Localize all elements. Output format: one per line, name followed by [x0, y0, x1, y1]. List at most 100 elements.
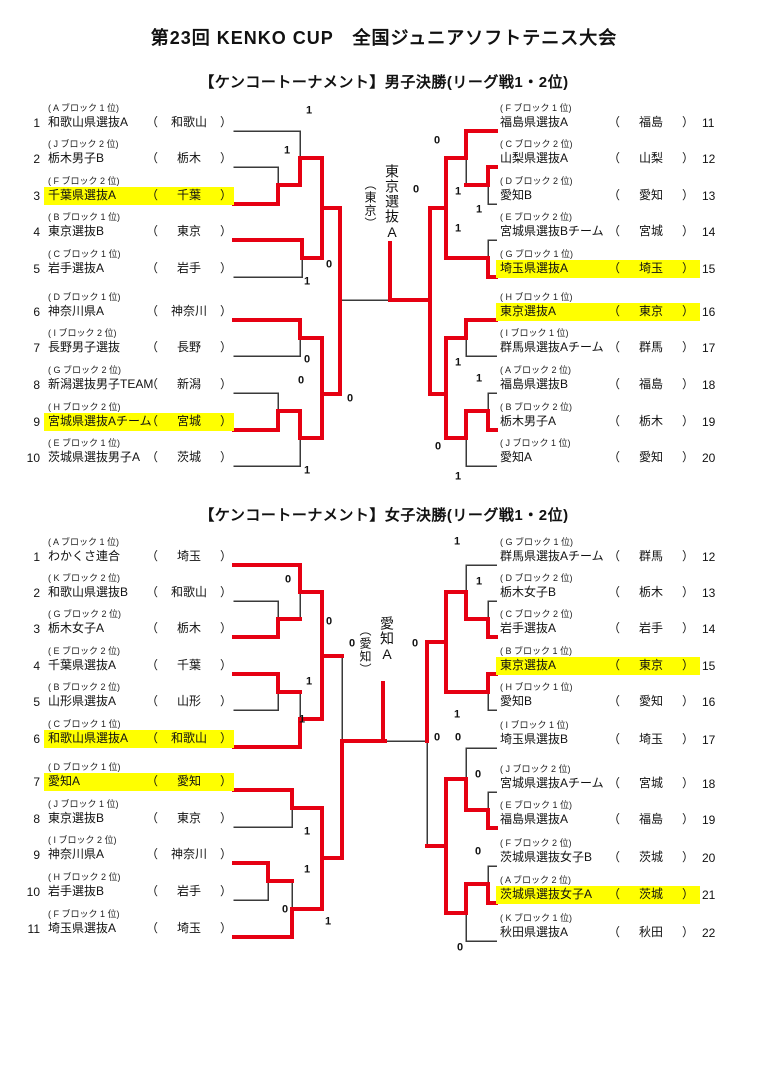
team-prefecture-text: 愛知: [176, 774, 201, 788]
team-name: 山形県選抜A: [48, 694, 117, 708]
team-prefecture: （ 山形 ）: [146, 694, 232, 709]
score-label: 0: [411, 637, 419, 650]
team-prefecture-text: （: [146, 340, 159, 354]
team-prefecture: （ 和歌山 ）: [146, 585, 232, 600]
team-name: 群馬県選抜Aチーム: [500, 549, 604, 563]
team-prefecture: （ 和歌山 ）: [146, 115, 232, 130]
team-prefecture-text: 愛知: [638, 188, 663, 202]
team-block-label: ( B ブロック 2 位): [48, 682, 121, 692]
team-block-label: ( B ブロック 1 位): [500, 646, 573, 656]
team-block-label: ( F ブロック 2 位): [500, 838, 572, 848]
team-prefecture-text: 東京: [638, 304, 663, 318]
score-label: 1: [454, 356, 462, 369]
team-block-label: ( A ブロック 1 位): [48, 103, 120, 113]
team-seed: 8: [33, 378, 40, 392]
team-prefecture: （ 長野 ）: [146, 340, 232, 355]
team-block-label: ( G ブロック 1 位): [500, 249, 574, 259]
score-label: 0: [281, 903, 289, 916]
team-prefecture-text: 和歌山: [170, 731, 207, 745]
team-seed: 2: [33, 586, 40, 600]
team-name: 岩手選抜A: [48, 261, 105, 275]
team-name: 栃木女子B: [500, 585, 557, 599]
page-title: 第23回 KENKO CUP 全国ジュニアソフトテニス大会: [150, 28, 618, 48]
team-prefecture: （ 神奈川 ）: [146, 847, 232, 862]
team-highlight: [496, 886, 700, 904]
team-prefecture-text: 長野: [176, 340, 201, 354]
team-prefecture-text: （: [608, 812, 621, 826]
team-name: 長野男子選抜: [48, 340, 121, 354]
team-name: 宮城県選抜Aチーム: [500, 776, 604, 790]
women-champion-name: 愛知A: [379, 616, 395, 663]
team-block-label: ( J ブロック 1 位): [48, 799, 119, 809]
team-name: 愛知B: [500, 188, 533, 202]
team-seed: 10: [26, 451, 40, 465]
team-name: 和歌山県選抜B: [48, 585, 129, 599]
team-prefecture-text: （: [608, 585, 621, 599]
team-prefecture-text: （: [146, 115, 159, 129]
team-seed: 1: [33, 550, 40, 564]
team-seed: 11: [27, 922, 40, 936]
team-prefecture-text: ）: [681, 732, 694, 746]
team-name: 栃木男子A: [500, 414, 557, 428]
team-name: 福島県選抜A: [500, 812, 569, 826]
team-block-label: ( E ブロック 1 位): [48, 438, 121, 448]
team-prefecture: （ 岩手 ）: [146, 884, 232, 899]
team-block-label: ( C ブロック 2 位): [500, 609, 573, 619]
team-name: 愛知A: [48, 774, 81, 788]
team-prefecture-text: 茨城: [176, 450, 201, 464]
team-prefecture-text: 宮城: [638, 224, 663, 238]
score-label: 0: [433, 731, 441, 744]
team-block-label: ( H ブロック 1 位): [500, 682, 573, 692]
team-block-label: ( H ブロック 2 位): [48, 402, 121, 412]
team-prefecture: （ 東京 ）: [608, 304, 694, 319]
team-seed: 3: [33, 189, 40, 203]
team-prefecture: （ 新潟 ）: [146, 377, 232, 392]
team-name: 福島県選抜B: [500, 377, 569, 391]
score-label: 1: [454, 222, 462, 235]
team-prefecture-text: ）: [219, 884, 232, 898]
team-prefecture: （ 福島 ）: [608, 377, 694, 392]
team-seed: 13: [702, 189, 716, 203]
score-label: 1: [303, 825, 311, 838]
team-prefecture-text: 東京: [638, 658, 663, 672]
team-prefecture-text: 宮城: [638, 776, 663, 790]
team-prefecture-text: 千葉: [176, 658, 201, 672]
team-prefecture-text: ）: [219, 731, 232, 745]
team-prefecture-text: （: [608, 850, 621, 864]
team-prefecture-text: ）: [681, 658, 694, 672]
team-prefecture-text: （: [608, 776, 621, 790]
women-champion-label: （愛知） 愛知A: [357, 616, 397, 676]
team-prefecture: （ 埼玉 ）: [608, 261, 694, 276]
team-prefecture-text: ）: [681, 450, 694, 464]
team-name: 埼玉県選抜A: [48, 921, 117, 935]
team-prefecture-text: （: [146, 847, 159, 861]
score-label: 0: [284, 573, 292, 586]
team-prefecture-text: 愛知: [638, 694, 663, 708]
team-prefecture-text: （: [146, 774, 159, 788]
score-label: 1: [324, 915, 332, 928]
team-prefecture-text: 栃木: [176, 151, 201, 165]
team-prefecture-text: （: [608, 450, 621, 464]
team-block-label: ( G ブロック 1 位): [500, 537, 574, 547]
team-prefecture-text: ）: [219, 921, 232, 935]
team-seed: 17: [702, 341, 716, 355]
team-prefecture-text: 埼玉: [638, 261, 663, 275]
team-name: 東京選抜A: [500, 658, 557, 672]
team-block-label: ( G ブロック 2 位): [48, 365, 122, 375]
team-seed: 9: [33, 848, 40, 862]
team-prefecture: （ 栃木 ）: [608, 585, 694, 600]
team-prefecture: （ 愛知 ）: [608, 694, 694, 709]
team-name: 神奈川県A: [48, 847, 105, 861]
team-block-label: ( F ブロック 1 位): [48, 909, 120, 919]
team-prefecture: （ 宮城 ）: [608, 776, 694, 791]
team-seed: 14: [702, 225, 716, 239]
team-name: 岩手選抜B: [48, 884, 105, 898]
team-prefecture-text: （: [146, 414, 159, 428]
team-name: 神奈川県A: [48, 304, 105, 318]
team-prefecture-text: 千葉: [176, 188, 201, 202]
team-block-label: ( I ブロック 2 位): [48, 835, 117, 845]
team-prefecture-text: （: [608, 304, 621, 318]
team-name: 東京選抜B: [48, 224, 105, 238]
team-prefecture: （ 茨城 ）: [146, 450, 232, 465]
team-prefecture-text: ）: [681, 585, 694, 599]
